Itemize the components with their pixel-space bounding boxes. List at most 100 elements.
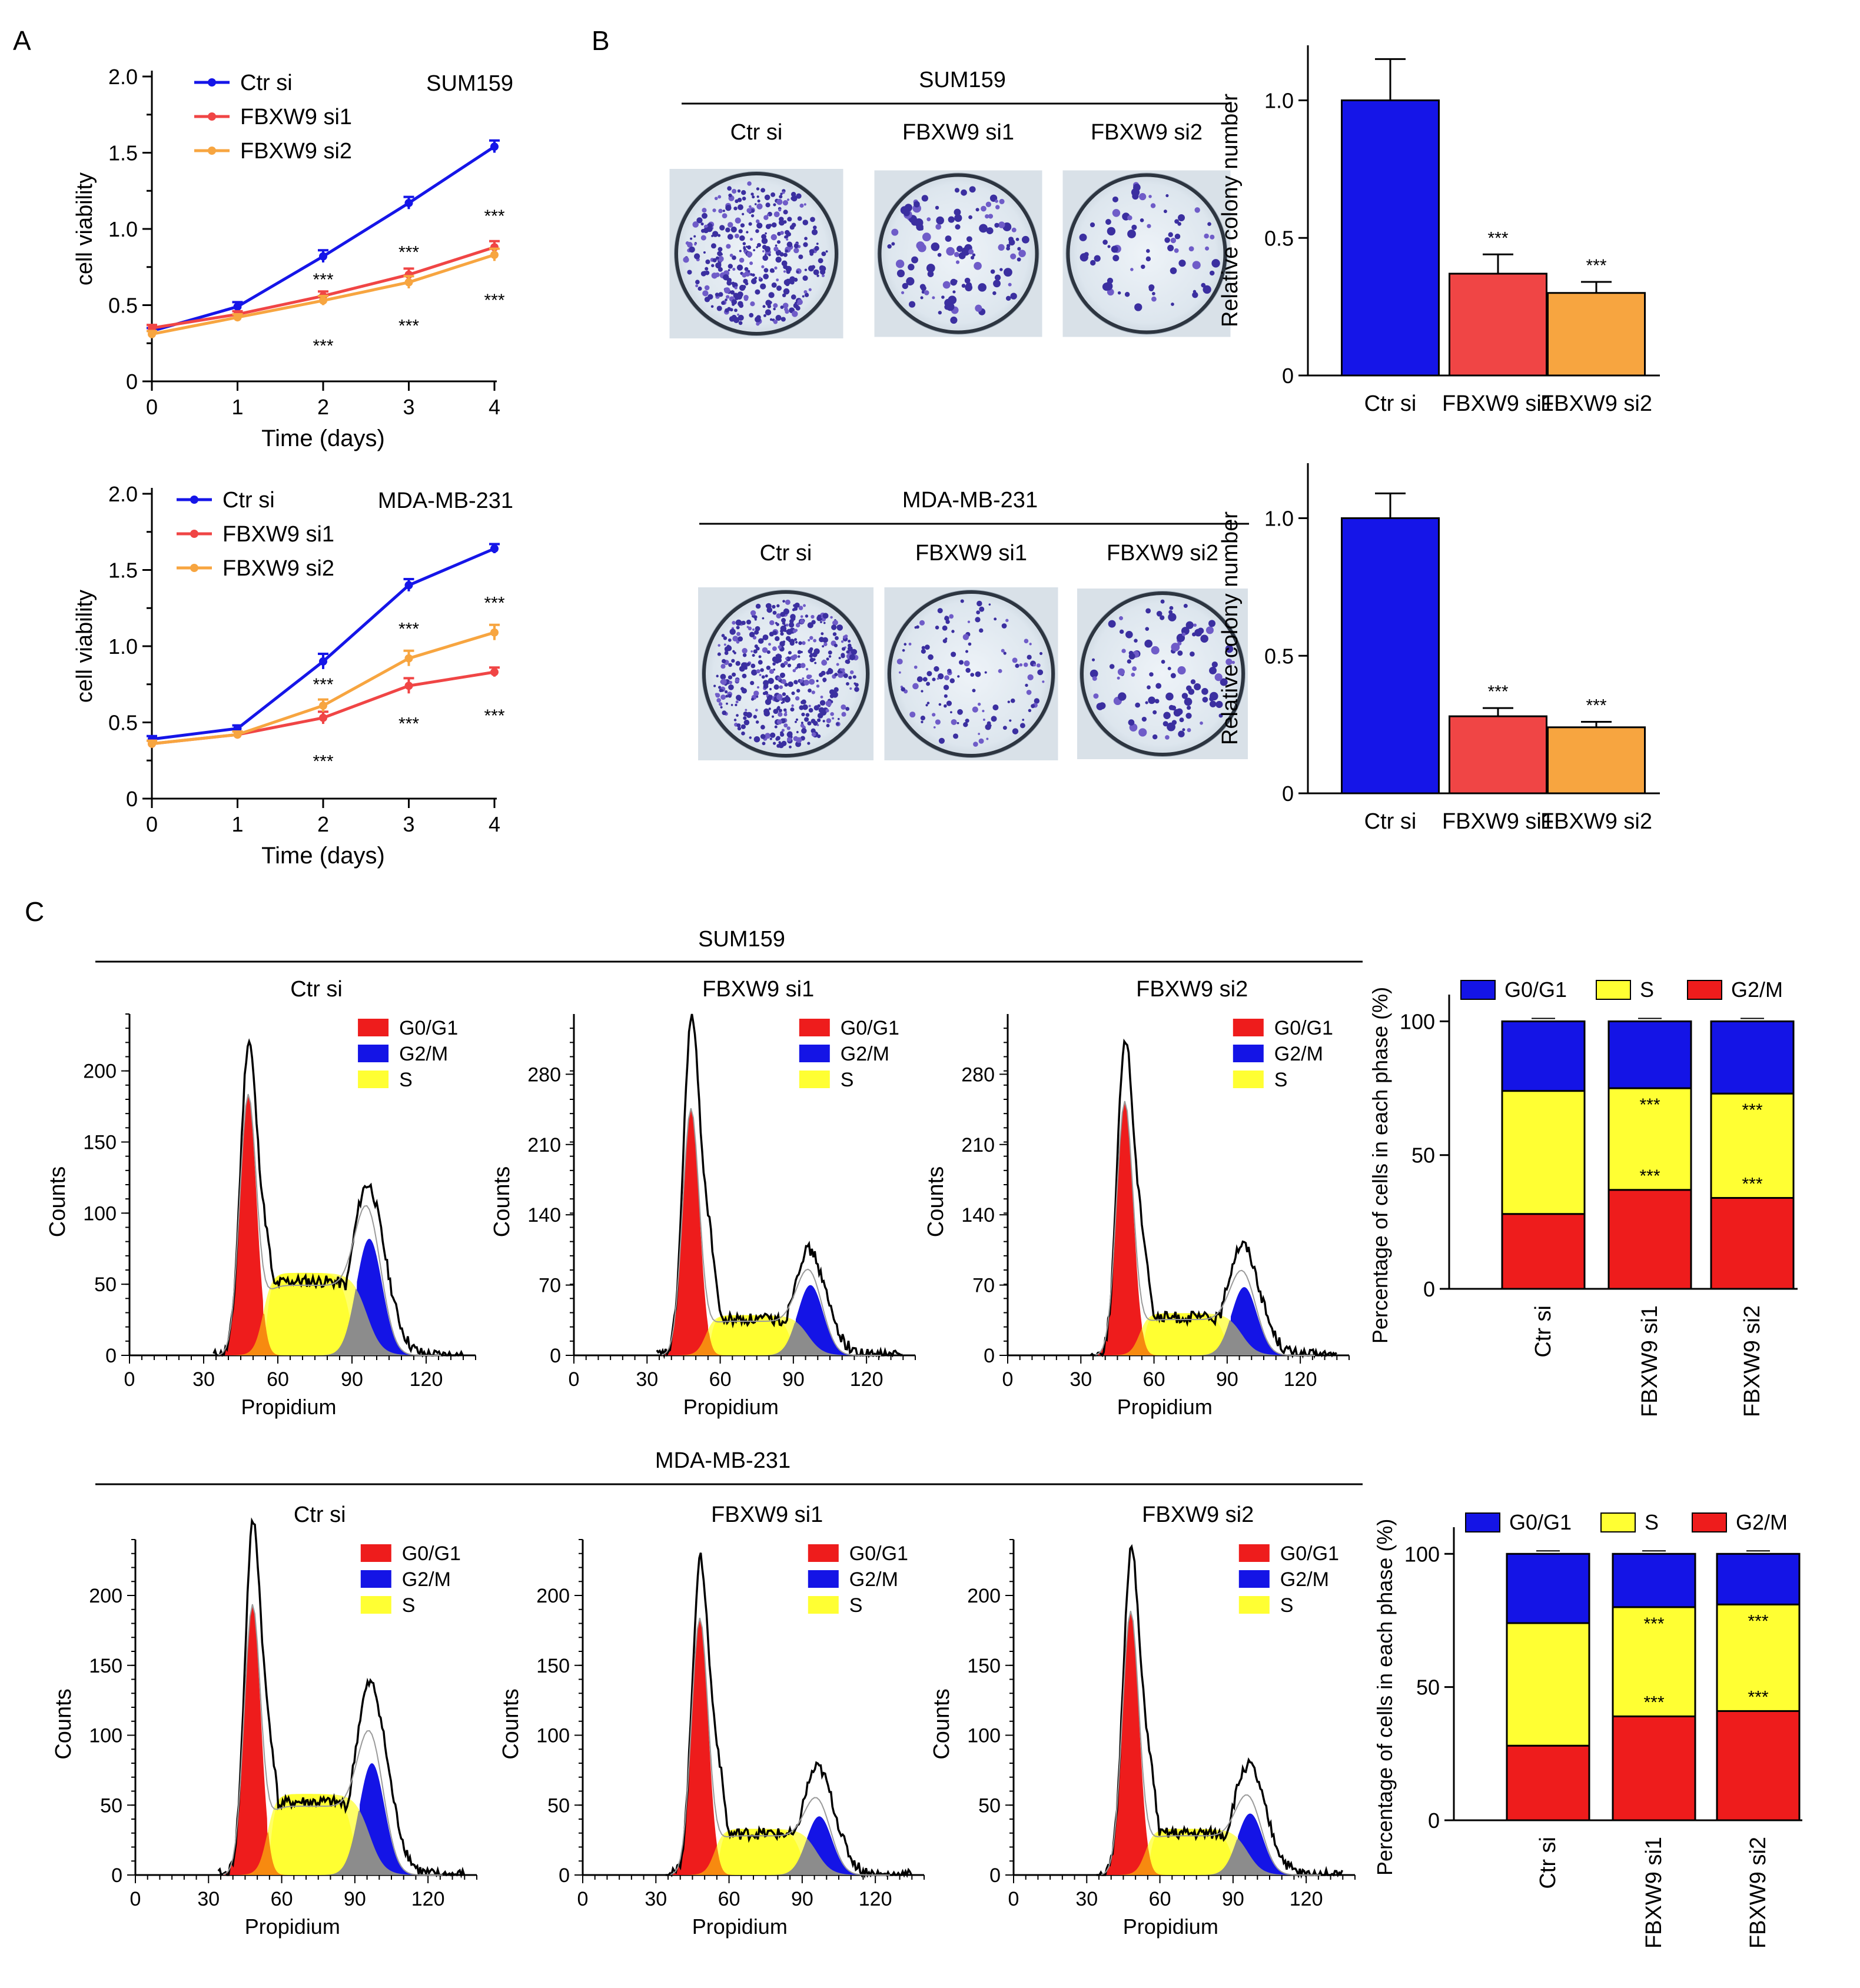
colony (733, 206, 738, 211)
x-tick-label: 3 (403, 812, 414, 836)
colony (723, 636, 728, 640)
colony (750, 697, 755, 701)
colony (991, 716, 997, 722)
data-point (490, 142, 499, 151)
colony (1119, 616, 1124, 620)
y-tick-label: 0 (559, 1864, 570, 1887)
colony (832, 620, 838, 626)
colony (804, 237, 808, 241)
area-g0g1 (223, 1607, 433, 1875)
colony (796, 737, 802, 743)
colony (956, 245, 963, 252)
colony (843, 673, 848, 679)
colony (692, 221, 699, 228)
colony (967, 620, 971, 623)
area-g2m (670, 1816, 881, 1875)
cell-line-title: MDA-MB-231 (902, 488, 1038, 513)
colony (736, 640, 740, 644)
colony (1128, 719, 1135, 726)
cell-line-title: SUM159 (698, 927, 785, 952)
colony (832, 717, 835, 720)
plate-label: FBXW9 si2 (1091, 120, 1203, 145)
significance-mark: *** (484, 706, 504, 726)
x-tick-label: 60 (709, 1368, 732, 1391)
colony (760, 668, 764, 672)
colony (687, 270, 692, 275)
colony (705, 267, 709, 271)
colony (796, 193, 802, 199)
colony (979, 224, 988, 233)
colony (851, 649, 857, 655)
colony (734, 234, 739, 238)
colony (810, 217, 815, 222)
colony (972, 706, 978, 713)
colony (793, 606, 798, 611)
colony (1096, 703, 1104, 710)
colony (957, 709, 963, 715)
colony (921, 720, 924, 723)
colony (902, 282, 909, 290)
colony (1119, 629, 1124, 634)
colony (748, 626, 752, 631)
data-point (148, 739, 156, 748)
colony (721, 659, 726, 664)
colony (982, 718, 985, 721)
colony (782, 697, 786, 702)
colony (740, 223, 745, 228)
colony (821, 251, 826, 257)
x-tick-label: 2 (317, 812, 329, 836)
colony (785, 636, 791, 641)
colony (1209, 696, 1214, 702)
colony (968, 642, 972, 646)
colony (1117, 676, 1120, 680)
colony (756, 246, 758, 248)
colony (1165, 194, 1169, 198)
colony (1018, 250, 1026, 257)
colony (948, 295, 957, 305)
colony (1107, 227, 1116, 236)
x-axis-title: Propidium (683, 1395, 779, 1419)
legend-label: G0/G1 (849, 1542, 908, 1565)
colony (1167, 722, 1175, 732)
colony (1204, 233, 1209, 239)
significance-mark: *** (313, 752, 333, 772)
data-point (233, 730, 242, 739)
colony (1128, 653, 1135, 660)
colony (786, 238, 789, 241)
colony (742, 673, 747, 679)
colony (793, 244, 799, 249)
colony (811, 732, 816, 737)
colony (972, 253, 976, 257)
colony (1006, 244, 1011, 248)
colony (762, 255, 769, 261)
stacked-bar-mda-mb-231: 0 50 100 Ctr si FBXW9 si1 FBXW9 si2 Percentage… (1373, 1510, 1802, 1949)
colony (1182, 632, 1186, 637)
colony (729, 629, 736, 635)
colony (693, 253, 700, 260)
colony (809, 636, 813, 640)
colony (914, 665, 918, 669)
colony (776, 613, 782, 619)
x-tick-label: Ctr si (1364, 391, 1417, 416)
colony (1162, 721, 1168, 727)
colony (855, 689, 858, 692)
colony (790, 616, 796, 621)
colony (740, 724, 746, 729)
colony (747, 245, 752, 250)
colony (704, 285, 710, 291)
colony (809, 252, 814, 256)
colony (966, 236, 972, 242)
colony (755, 603, 761, 609)
colony (936, 216, 944, 225)
significance-mark: *** (1487, 228, 1508, 248)
colony (1174, 234, 1181, 240)
y-tick-label: 0.5 (1264, 644, 1294, 668)
colony (1160, 615, 1165, 620)
colony (756, 669, 760, 674)
x-tick-label: 90 (1216, 1368, 1238, 1391)
plate-well (1066, 173, 1227, 334)
colony (773, 709, 779, 714)
colony (1141, 264, 1145, 269)
colony (798, 254, 803, 260)
colony (1028, 709, 1032, 712)
